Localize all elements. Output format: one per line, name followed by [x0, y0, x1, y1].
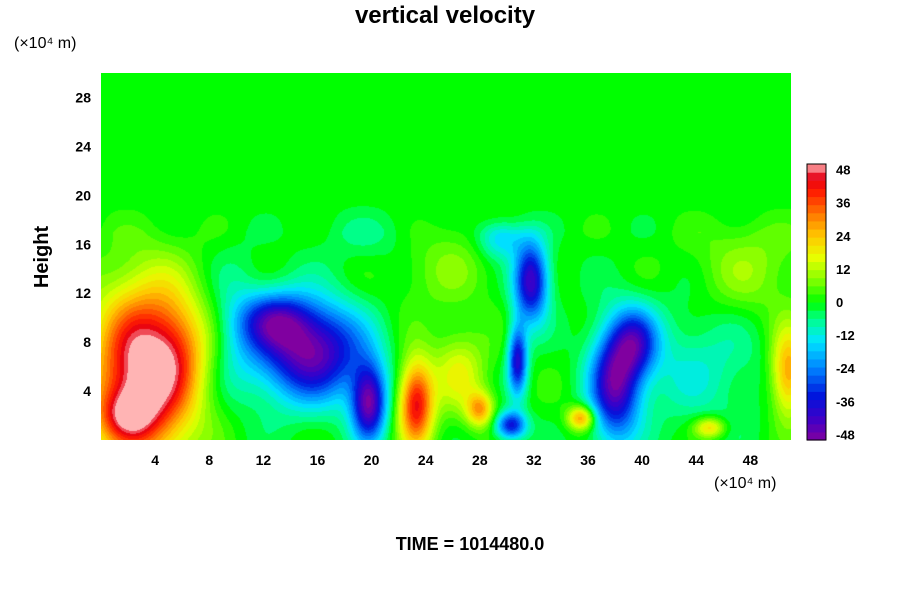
colorbar-swatch [807, 375, 826, 384]
colorbar-frame [806, 163, 827, 441]
colorbar-swatch [807, 180, 826, 189]
x-tick-label: 4 [151, 452, 159, 468]
colorbar-swatch [807, 391, 826, 401]
colorbar-tick-label: 12 [836, 262, 850, 277]
x-tick-label: 32 [526, 452, 542, 468]
colorbar-tick-label: -12 [836, 328, 855, 343]
y-axis-title: Height [31, 226, 53, 289]
colorbar-swatch [807, 383, 826, 392]
x-tick-label: 12 [256, 452, 272, 468]
colorbar-swatch [807, 326, 826, 336]
heatmap-field [101, 73, 791, 440]
x-tick-label: 36 [580, 452, 596, 468]
y-axis-unit: (×10⁴ m) [14, 35, 76, 52]
colorbar-swatch [807, 293, 826, 303]
colorbar-tick-label: 36 [836, 196, 850, 211]
colorbar-swatch [807, 188, 826, 198]
x-tick-label: 44 [689, 452, 705, 468]
y-tick-label: 4 [83, 383, 91, 399]
colorbar-swatch [807, 407, 826, 417]
colorbar-swatch [807, 196, 826, 206]
y-tick-label: 12 [75, 285, 91, 301]
y-tick-label: 8 [83, 334, 91, 350]
colorbar-swatch [807, 350, 826, 360]
colorbar-tick-label: -24 [836, 361, 856, 376]
colorbar-swatch [807, 172, 826, 181]
colorbar-tick-label: 24 [836, 229, 851, 244]
plot-area [101, 73, 791, 440]
x-tick-label: 28 [472, 452, 488, 468]
x-tick-label: 16 [310, 452, 326, 468]
colorbar-swatch [807, 318, 826, 327]
time-label: TIME = 1014480.0 [396, 534, 545, 554]
colorbar-swatch [807, 237, 826, 246]
y-tick-label: 20 [75, 187, 91, 203]
x-axis-unit: (×10⁴ m) [714, 475, 776, 492]
x-tick-label: 24 [418, 452, 434, 468]
colorbar-tick-label: 0 [836, 295, 843, 310]
y-tick-label: 28 [75, 89, 91, 105]
x-tick-label: 8 [205, 452, 213, 468]
x-axis-ticks: 4 8 12 16 20 24 28 32 36 40 44 48 [151, 452, 758, 468]
y-tick-label: 24 [75, 138, 91, 154]
colorbar-swatch [807, 423, 826, 433]
y-axis-ticks: 4 8 12 16 20 24 28 [75, 89, 91, 399]
y-tick-label: 16 [75, 236, 91, 252]
colorbar-swatch [807, 302, 826, 311]
heatmap-canvas [101, 73, 791, 440]
colorbar-tick-label: 48 [836, 163, 850, 178]
colorbar-swatch [807, 277, 826, 287]
colorbar-swatch [807, 358, 826, 368]
colorbar-swatch [807, 204, 826, 214]
colorbar-tick-label: -36 [836, 394, 855, 409]
colorbar-swatch [807, 310, 826, 319]
colorbar-swatch [807, 334, 826, 344]
colorbar-swatch [807, 253, 826, 263]
colorbar-swatch [807, 245, 826, 254]
x-tick-label: 40 [634, 452, 650, 468]
colorbar-swatch [807, 269, 826, 279]
colorbar-swatch [807, 285, 826, 295]
colorbar-swatch [807, 342, 826, 352]
colorbar-swatch [807, 220, 826, 230]
colorbar-swatch [807, 228, 826, 238]
colorbar [806, 163, 827, 441]
colorbar-swatch [807, 431, 826, 441]
colorbar-swatch [807, 164, 826, 173]
colorbar-swatch [807, 212, 826, 222]
colorbar-tick-label: -48 [836, 427, 855, 442]
colorbar-swatch [807, 261, 826, 271]
chart-title: vertical velocity [355, 2, 536, 29]
x-tick-label: 48 [743, 452, 759, 468]
colorbar-swatch [807, 399, 826, 409]
x-tick-label: 20 [364, 452, 380, 468]
colorbar-ticks: -48 -36 -24 -12 0 12 24 36 48 [836, 163, 856, 443]
colorbar-swatch [807, 366, 826, 376]
colorbar-swatch [807, 415, 826, 425]
